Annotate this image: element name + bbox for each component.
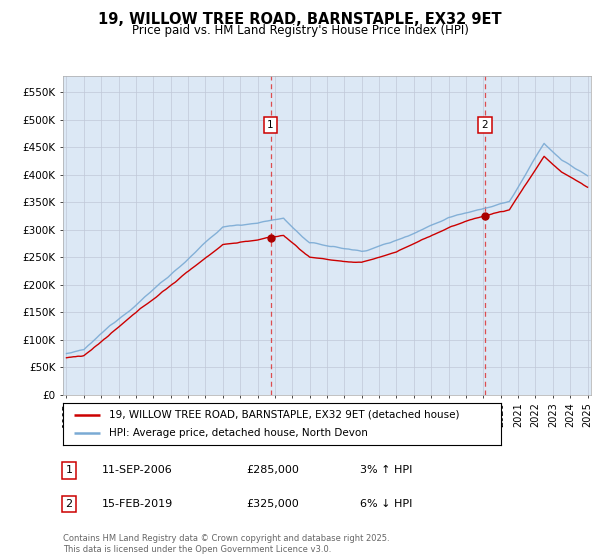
Text: 2: 2 (482, 120, 488, 130)
Text: 1: 1 (65, 465, 73, 475)
Text: Contains HM Land Registry data © Crown copyright and database right 2025.: Contains HM Land Registry data © Crown c… (63, 534, 389, 543)
Text: £285,000: £285,000 (246, 465, 299, 475)
Text: 15-FEB-2019: 15-FEB-2019 (102, 499, 173, 509)
Text: Price paid vs. HM Land Registry's House Price Index (HPI): Price paid vs. HM Land Registry's House … (131, 24, 469, 37)
Text: 19, WILLOW TREE ROAD, BARNSTAPLE, EX32 9ET (detached house): 19, WILLOW TREE ROAD, BARNSTAPLE, EX32 9… (109, 410, 460, 420)
Text: HPI: Average price, detached house, North Devon: HPI: Average price, detached house, Nort… (109, 428, 368, 438)
Text: 6% ↓ HPI: 6% ↓ HPI (360, 499, 412, 509)
Text: This data is licensed under the Open Government Licence v3.0.: This data is licensed under the Open Gov… (63, 545, 331, 554)
Text: 19, WILLOW TREE ROAD, BARNSTAPLE, EX32 9ET: 19, WILLOW TREE ROAD, BARNSTAPLE, EX32 9… (98, 12, 502, 27)
Text: 2: 2 (65, 499, 73, 509)
Text: 3% ↑ HPI: 3% ↑ HPI (360, 465, 412, 475)
Text: 1: 1 (267, 120, 274, 130)
Text: £325,000: £325,000 (246, 499, 299, 509)
Text: 11-SEP-2006: 11-SEP-2006 (102, 465, 173, 475)
